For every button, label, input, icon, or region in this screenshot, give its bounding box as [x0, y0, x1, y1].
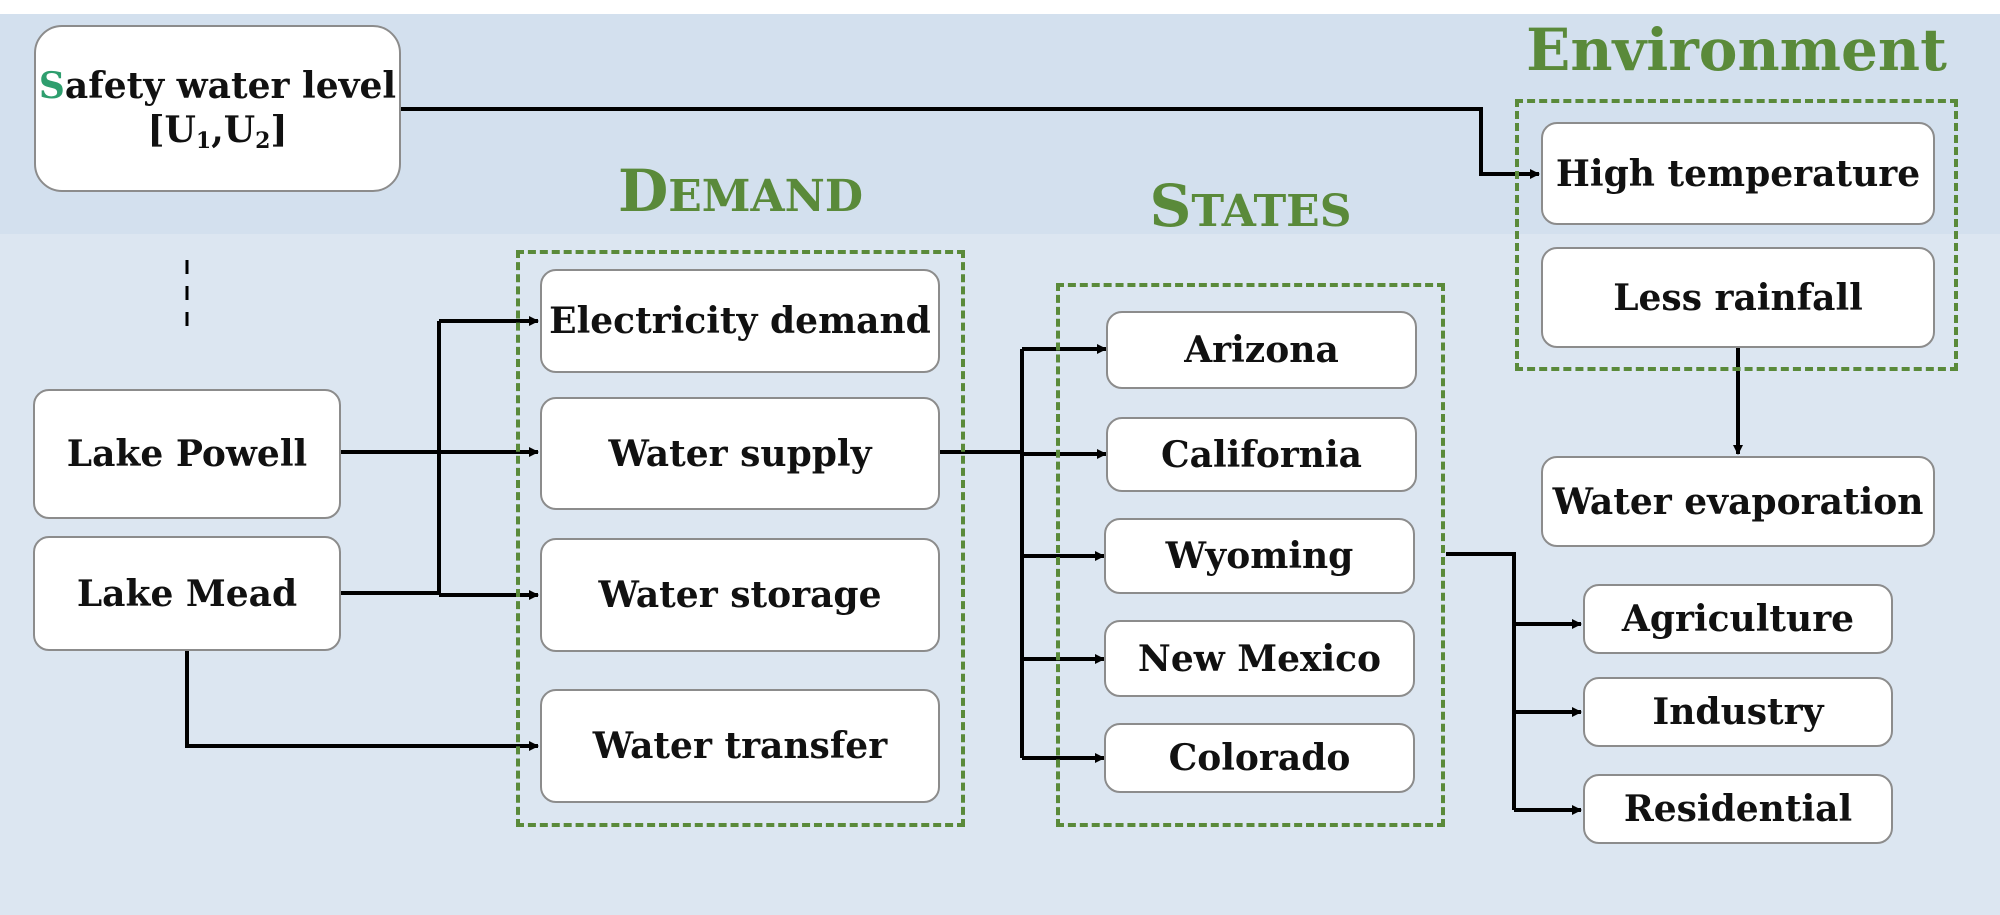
safety-first-letter: S	[38, 64, 65, 107]
safety-range-sub2: 2	[255, 127, 271, 154]
new-mexico-node: New Mexico	[1104, 620, 1415, 697]
demand-title: DEMAND	[516, 157, 965, 225]
states-title-rest: TATES	[1191, 186, 1352, 237]
environment-group	[1515, 99, 1958, 371]
arrow-mead-to-transfer	[185, 651, 539, 751]
safety-label: afety water level	[64, 64, 397, 107]
high-temperature-node: High temperature	[1541, 122, 1935, 225]
states-title: STATES	[1056, 172, 1445, 240]
safety-range-sub1: 1	[195, 127, 212, 154]
states-group	[1056, 283, 1445, 827]
safety-water-level-node: Safety water level [U1,U2]	[34, 25, 401, 192]
states-title-first: S	[1149, 172, 1192, 240]
water-storage-node: Water storage	[540, 538, 940, 652]
colorado-node: Colorado	[1104, 723, 1415, 793]
electricity-demand-node: Electricity demand	[540, 269, 940, 373]
demand-title-first: D	[617, 157, 669, 225]
demand-title-rest: EMAND	[668, 171, 864, 222]
water-evaporation-node: Water evaporation	[1541, 456, 1935, 547]
water-transfer-node: Water transfer	[540, 689, 940, 803]
arrow-safety-to-high-temperature	[401, 107, 1540, 179]
agriculture-node: Agriculture	[1583, 584, 1893, 654]
lake-powell-node: Lake Powell	[33, 389, 341, 519]
industry-node: Industry	[1583, 677, 1893, 747]
water-supply-node: Water supply	[540, 397, 940, 510]
arizona-node: Arizona	[1106, 311, 1417, 389]
demand-group	[516, 250, 965, 827]
wyoming-node: Wyoming	[1104, 518, 1415, 594]
safety-range: [U1,U2]	[147, 108, 288, 154]
line-states-to-uses	[1446, 552, 1516, 810]
safety-range-open: [U	[147, 108, 196, 151]
less-rainfall-node: Less rainfall	[1541, 247, 1935, 348]
california-node: California	[1106, 417, 1417, 492]
safety-range-mid: ,U	[211, 108, 256, 151]
safety-range-close: ]	[270, 108, 288, 151]
residential-node: Residential	[1583, 774, 1893, 844]
lake-mead-node: Lake Mead	[33, 536, 341, 651]
environment-title: Environment	[1526, 16, 1947, 84]
